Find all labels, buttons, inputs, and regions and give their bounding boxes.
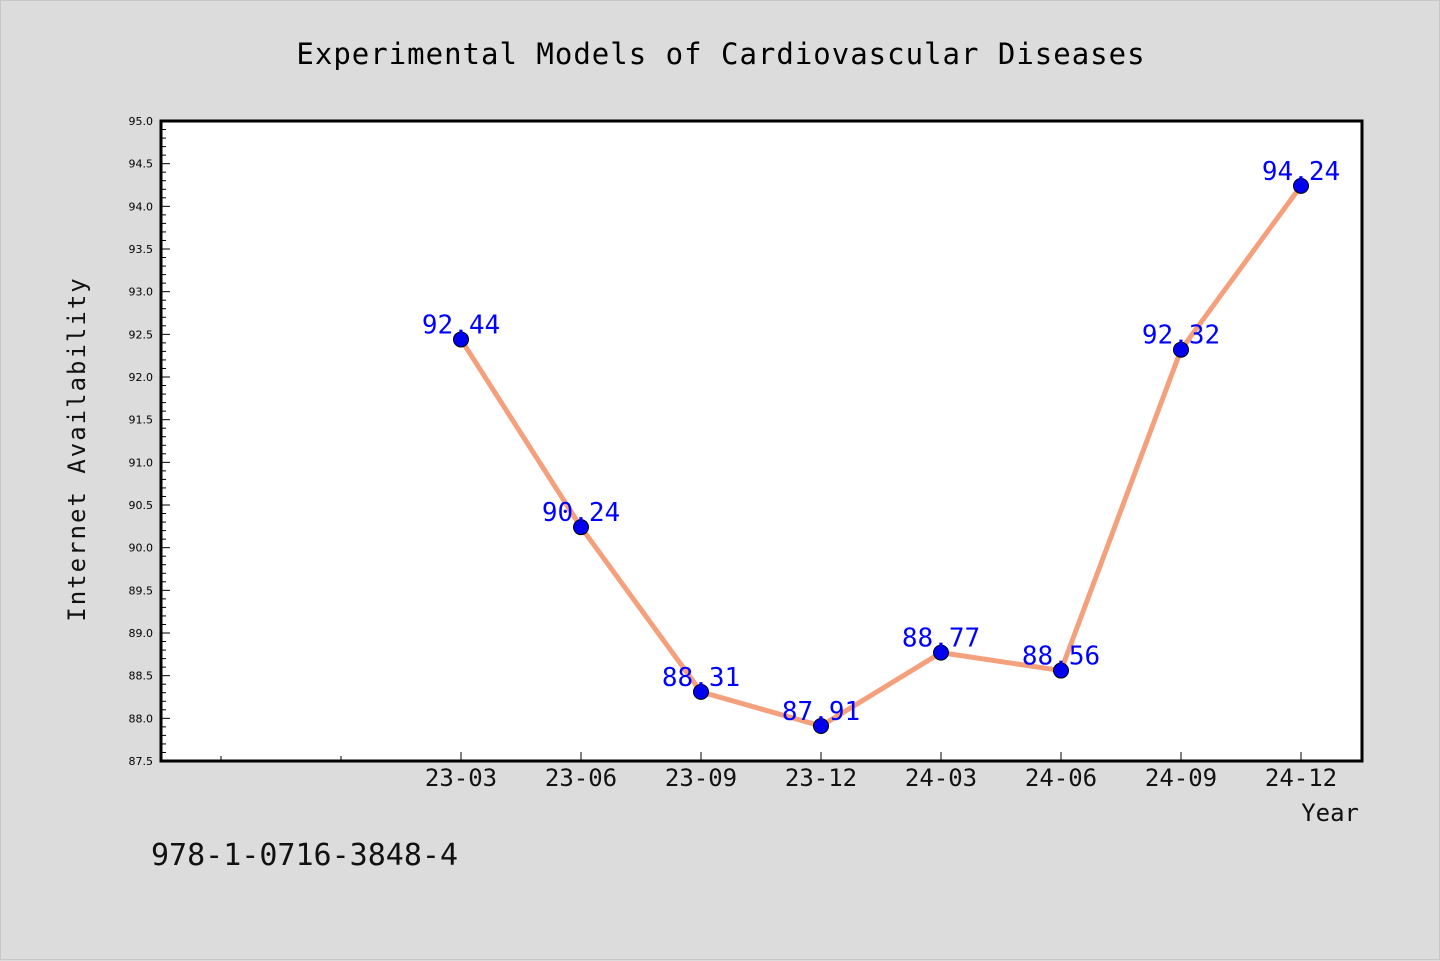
- data-label: 88.56: [1022, 642, 1100, 672]
- plot-area: [159, 119, 1364, 763]
- y-tick-label: 90.5: [129, 499, 154, 512]
- data-label: 92.32: [1142, 321, 1220, 351]
- x-tick-label: 24-12: [1265, 764, 1337, 792]
- footnote-isbn: 978-1-0716-3848-4: [151, 838, 458, 873]
- y-axis-label: Internet Availability: [63, 276, 91, 621]
- data-label: 94.24: [1262, 157, 1340, 187]
- data-label: 87.91: [782, 697, 860, 727]
- x-tick-label: 23-03: [425, 764, 497, 792]
- y-tick-label: 88.0: [129, 712, 154, 725]
- y-tick-label: 87.5: [129, 755, 154, 768]
- x-tick-label: 24-03: [905, 764, 977, 792]
- y-tick-label: 89.5: [129, 584, 154, 597]
- y-tick-label: 95.0: [129, 115, 154, 128]
- y-tick-label: 93.5: [129, 243, 154, 256]
- data-label: 88.31: [662, 663, 740, 693]
- y-tick-label: 94.5: [129, 158, 154, 171]
- y-tick-label: 93.0: [129, 286, 154, 299]
- data-point: [693, 683, 709, 700]
- data-point: [813, 718, 829, 735]
- x-tick-label: 23-06: [545, 764, 617, 792]
- x-axis: 23-03 23-06 23-09 23-12 24-03 24-06 24-09 24-12: [220, 752, 1337, 792]
- y-tick-label: 91.0: [129, 456, 154, 469]
- y-tick-label: 89.0: [129, 627, 154, 640]
- data-label: 88.77: [902, 624, 980, 654]
- data-point: [453, 331, 469, 348]
- x-tick-label: 24-06: [1025, 764, 1097, 792]
- y-axis: 87.5 88.0 88.5 89.0 89.5 90.0 90.5 91.0 91.5 92.0…: [129, 115, 170, 768]
- y-tick-label: 91.5: [129, 414, 154, 427]
- series-line: [458, 184, 1304, 729]
- y-tick-label: 92.5: [129, 328, 154, 341]
- data-point: [1173, 341, 1189, 358]
- y-tick-label: 90.0: [129, 542, 154, 555]
- series-group: 92.44 90.24 88.31 87.91 88.77 88.56 92.32 94.24: [422, 157, 1340, 735]
- x-tick-label: 23-12: [785, 764, 857, 792]
- data-label: 90.24: [542, 498, 620, 528]
- y-tick-label: 92.0: [129, 371, 154, 384]
- data-point: [573, 519, 589, 536]
- data-point: [933, 644, 949, 661]
- data-point: [1053, 662, 1069, 679]
- x-tick-label: 23-09: [665, 764, 737, 792]
- y-tick-label: 88.5: [129, 670, 154, 683]
- x-axis-label: Year: [1301, 799, 1359, 827]
- data-point: [1293, 177, 1309, 194]
- y-tick-label: 94.0: [129, 200, 154, 213]
- chart-title: Experimental Models of Cardiovascular Di…: [296, 37, 1145, 71]
- data-label: 92.44: [422, 310, 500, 340]
- x-tick-label: 24-09: [1145, 764, 1217, 792]
